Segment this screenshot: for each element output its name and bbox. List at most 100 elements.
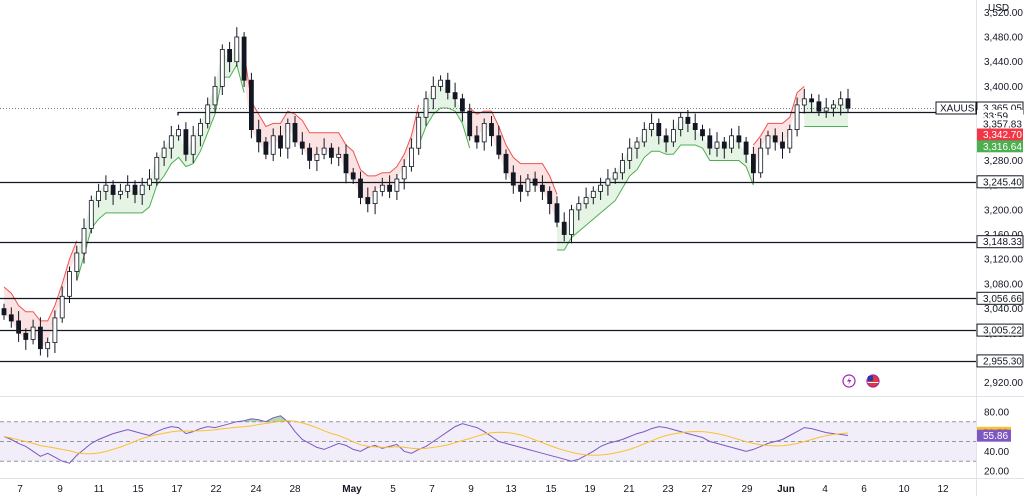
candle-body-18 <box>132 184 138 195</box>
candle-body-4 <box>30 326 36 340</box>
candle-body-45 <box>328 147 334 158</box>
candle-body-96 <box>700 129 705 137</box>
candle-body-30 <box>219 49 225 87</box>
symbol-tag-bg <box>935 101 977 115</box>
candle-body-88 <box>641 129 647 143</box>
price-tick-11: 3,080.00 <box>984 279 1023 290</box>
price-tick-0: 3,520.00 <box>984 8 1023 19</box>
price-tag-2: 3,357.83 <box>983 120 1022 131</box>
candle-body-23 <box>168 135 174 149</box>
candle-body-54 <box>394 178 400 192</box>
candle-body-49 <box>358 178 363 198</box>
candle-body-2 <box>16 320 22 334</box>
candle-body-97 <box>707 135 713 149</box>
time-tick-16: 23 <box>662 484 674 495</box>
candle-body-73 <box>532 178 538 186</box>
trend-fill-4 <box>469 108 557 223</box>
level-tag-1: 3,148.33 <box>983 237 1022 248</box>
candle-body-87 <box>634 141 640 149</box>
candle-body-103 <box>751 153 756 174</box>
candle-body-1 <box>8 314 14 322</box>
candle-body-33 <box>241 36 247 81</box>
candle-body-75 <box>547 190 553 205</box>
level-tag-0: 3,245.40 <box>983 177 1022 188</box>
candle-body-55 <box>401 166 407 180</box>
candle-body-102 <box>743 141 749 155</box>
trend-fill-1 <box>76 37 245 281</box>
time-tick-8: May <box>342 484 362 495</box>
candle-body-114 <box>831 104 836 109</box>
time-tick-10: 7 <box>429 484 435 495</box>
candle-body-43 <box>314 153 320 161</box>
candle-body-62 <box>452 92 458 100</box>
time-tick-19: Jun <box>777 484 795 495</box>
candle-body-100 <box>729 135 734 149</box>
candle-body-71 <box>518 184 523 192</box>
time-tick-11: 9 <box>468 484 474 495</box>
candle-body-70 <box>510 172 516 186</box>
symbol-tag: XAUUSD <box>940 104 982 115</box>
supertrend-fills <box>3 37 848 349</box>
icons <box>842 374 880 388</box>
candle-body-66 <box>481 123 487 143</box>
candle-body-39 <box>285 123 291 149</box>
candle-body-6 <box>45 342 51 350</box>
candle-body-104 <box>758 147 764 174</box>
time-tick-6: 24 <box>250 484 262 495</box>
price-tick-12: 3,040.00 <box>984 304 1023 315</box>
candle-body-99 <box>721 141 727 149</box>
us-flag-icon-canton <box>868 376 873 381</box>
time-tick-23: 12 <box>937 484 949 495</box>
horizontal-levels <box>0 108 976 363</box>
candle-body-24 <box>176 129 182 137</box>
time-tick-14: 19 <box>584 484 596 495</box>
candle-body-68 <box>496 135 502 155</box>
price-tick-15: 2,920.00 <box>984 378 1023 389</box>
rsi-ma-line <box>3 420 849 456</box>
rsi-tick-0: 80.00 <box>984 407 1009 418</box>
price-tags: XAUUSD 3,365.0533:593,357.833,342.703,316… <box>935 101 1024 442</box>
price-tag-3: 3,342.70 <box>983 130 1022 141</box>
level-tag-4: 2,955.30 <box>983 356 1022 367</box>
candle-body-12 <box>88 200 94 229</box>
candle-body-26 <box>190 135 196 155</box>
candle-body-48 <box>350 172 356 180</box>
candle-body-78 <box>569 209 574 235</box>
candle-body-0 <box>1 308 7 316</box>
rsi-overbought-fill <box>4 415 848 422</box>
candle-body-11 <box>81 227 87 254</box>
candle-body-59 <box>430 86 436 100</box>
candle-body-16 <box>118 190 123 195</box>
candle-body-74 <box>540 184 545 192</box>
candle-body-81 <box>590 190 596 198</box>
candle-body-14 <box>103 184 109 192</box>
candle-body-113 <box>823 107 829 112</box>
candle-body-7 <box>52 317 58 343</box>
level-tag-bg-3 <box>976 323 1024 337</box>
time-tick-15: 21 <box>623 484 635 495</box>
candles <box>1 27 851 358</box>
price-tag-bg-3 <box>977 128 1023 141</box>
trend-fill-0 <box>4 240 77 349</box>
candle-body-67 <box>489 123 494 137</box>
candle-body-72 <box>525 178 531 192</box>
candle-body-69 <box>503 153 509 174</box>
price-tick-8: 3,200.00 <box>984 205 1023 216</box>
candle-body-9 <box>67 271 72 297</box>
candle-body-53 <box>387 184 393 192</box>
price-tick-6: 3,280.00 <box>984 156 1023 167</box>
candle-body-93 <box>678 116 684 131</box>
trend-line-2 <box>243 52 420 177</box>
candle-body-83 <box>605 178 611 186</box>
candle-body-27 <box>197 123 203 137</box>
candle-body-52 <box>379 184 385 192</box>
time-tick-5: 22 <box>210 484 222 495</box>
candle-body-107 <box>780 141 785 149</box>
candle-body-28 <box>205 104 211 124</box>
price-tag-bg-2 <box>977 118 1023 131</box>
candle-body-92 <box>671 129 676 143</box>
price-tag-1: 33:59 <box>983 112 1008 123</box>
candle-body-58 <box>423 98 429 118</box>
candle-body-77 <box>561 221 567 235</box>
